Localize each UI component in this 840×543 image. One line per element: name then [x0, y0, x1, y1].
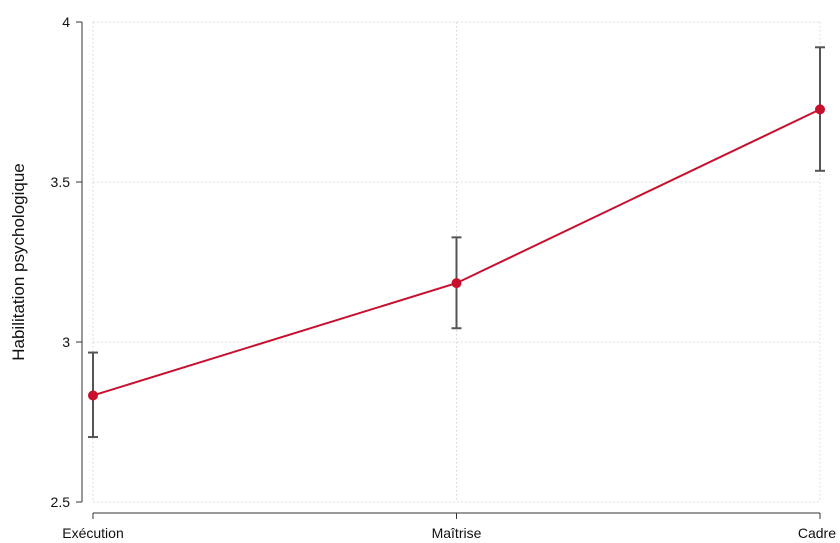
- y-axis-title: Habilitation psychologique: [9, 163, 28, 361]
- y-tick-label: 4: [62, 14, 70, 30]
- y-tick-label: 2.5: [51, 494, 71, 510]
- data-point: [451, 278, 462, 289]
- x-tick-label: Cadre: [798, 525, 836, 541]
- axis-layer: 2.5 3 3.5 4 Exécution Maîtrise Cadre: [51, 14, 837, 541]
- data-point-layer: [88, 104, 825, 401]
- data-point: [815, 104, 825, 115]
- y-tick-label: 3.5: [51, 174, 71, 190]
- y-tick-label: 3: [62, 334, 70, 350]
- x-tick-label: Maîtrise: [432, 525, 482, 541]
- data-point: [88, 390, 98, 401]
- x-tick-label: Exécution: [62, 525, 123, 541]
